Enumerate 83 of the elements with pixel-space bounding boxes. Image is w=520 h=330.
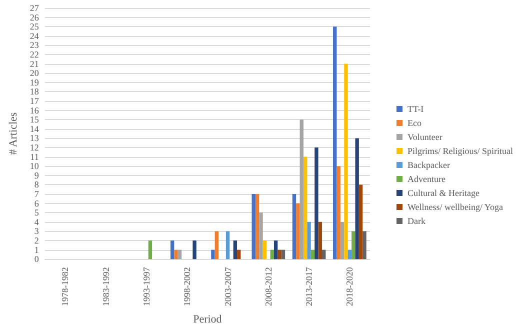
y-tick-label: 23	[30, 40, 40, 50]
legend-label: Cultural & Heritage	[407, 188, 480, 198]
bar	[255, 194, 260, 260]
bar	[355, 138, 359, 260]
bar	[344, 64, 348, 260]
legend-label: Volunteer	[407, 132, 442, 142]
bar	[348, 250, 352, 260]
bar	[296, 203, 300, 260]
y-tick-label: 24	[30, 30, 40, 41]
bar	[226, 231, 230, 260]
bar	[211, 250, 215, 260]
y-tick-label: 11	[30, 152, 39, 162]
bar	[281, 250, 286, 260]
bar	[174, 250, 178, 260]
y-tick-label: 26	[30, 12, 40, 22]
y-tick-label: 18	[30, 86, 40, 97]
y-tick-label: 16	[30, 105, 40, 116]
bar	[340, 222, 344, 260]
y-tick-label: 0	[34, 254, 40, 264]
y-tick-label: 27	[30, 3, 40, 13]
bar	[314, 148, 318, 260]
bar	[192, 240, 196, 260]
bar	[178, 250, 182, 260]
y-tick-label: 7	[34, 189, 40, 199]
legend-label: Adventure	[407, 174, 446, 184]
bar	[148, 240, 152, 260]
x-tick-label: 1978-1982	[60, 267, 70, 306]
y-tick-label: 4	[34, 216, 40, 227]
y-tick-label: 9	[34, 170, 40, 180]
bar	[333, 26, 337, 260]
bar	[292, 194, 296, 260]
bar	[307, 222, 311, 260]
legend-label: TT-I	[407, 104, 424, 114]
bar	[322, 250, 326, 260]
bar	[300, 120, 304, 260]
y-tick-label: 21	[30, 58, 39, 69]
bar	[303, 156, 308, 260]
bar	[318, 222, 322, 260]
x-tick-label: 1998-2002	[182, 267, 192, 306]
y-axis-title: # Articles	[8, 112, 20, 155]
bar	[170, 240, 174, 260]
x-tick-label: 2003-2007	[222, 266, 233, 306]
legend-label: Eco	[407, 118, 422, 128]
bar	[278, 250, 282, 260]
x-tick-label: 2018-2020	[344, 266, 355, 306]
x-tick-label: 2013-2017	[304, 266, 314, 306]
bar	[270, 250, 274, 260]
bar	[362, 231, 366, 260]
y-tick-label: 12	[30, 142, 39, 152]
bar	[352, 231, 356, 260]
bar	[358, 184, 363, 260]
y-tick-label: 2	[34, 236, 39, 246]
legend-label: Dark	[407, 216, 426, 226]
bar	[233, 240, 238, 260]
bar	[237, 250, 241, 260]
bar	[336, 166, 340, 260]
bar	[214, 231, 219, 260]
y-tick-label: 19	[30, 77, 40, 88]
x-tick-label: 1983-1992	[100, 267, 111, 306]
y-tick-label: 1	[34, 244, 39, 255]
bar	[252, 194, 256, 260]
y-tick-label: 22	[30, 50, 39, 60]
legend-label: Wellness/ wellbeing/ Yoga	[407, 202, 504, 212]
x-axis-title: Period	[193, 314, 222, 326]
legend-label: Pilgrims/ Religious/ Spiritual	[407, 146, 514, 156]
y-tick-label: 8	[34, 180, 40, 190]
x-tick-label: 2008-2012	[263, 267, 274, 306]
y-tick-label: 15	[30, 114, 40, 125]
y-tick-label: 3	[34, 226, 40, 236]
y-tick-label: 10	[30, 161, 40, 172]
y-tick-label: 20	[30, 68, 40, 78]
bar	[310, 250, 315, 260]
y-tick-label: 25	[30, 22, 40, 32]
y-tick-label: 14	[30, 124, 40, 134]
x-tick-label: 1993-1997	[141, 266, 152, 306]
bar	[259, 212, 263, 260]
y-tick-label: 13	[30, 133, 40, 144]
legend-label: Backpacker	[407, 160, 450, 170]
y-tick-label: 6	[34, 198, 40, 208]
y-tick-label: 17	[30, 96, 40, 106]
bar	[274, 240, 278, 260]
y-tick-label: 5	[34, 208, 40, 218]
bar	[262, 240, 267, 260]
